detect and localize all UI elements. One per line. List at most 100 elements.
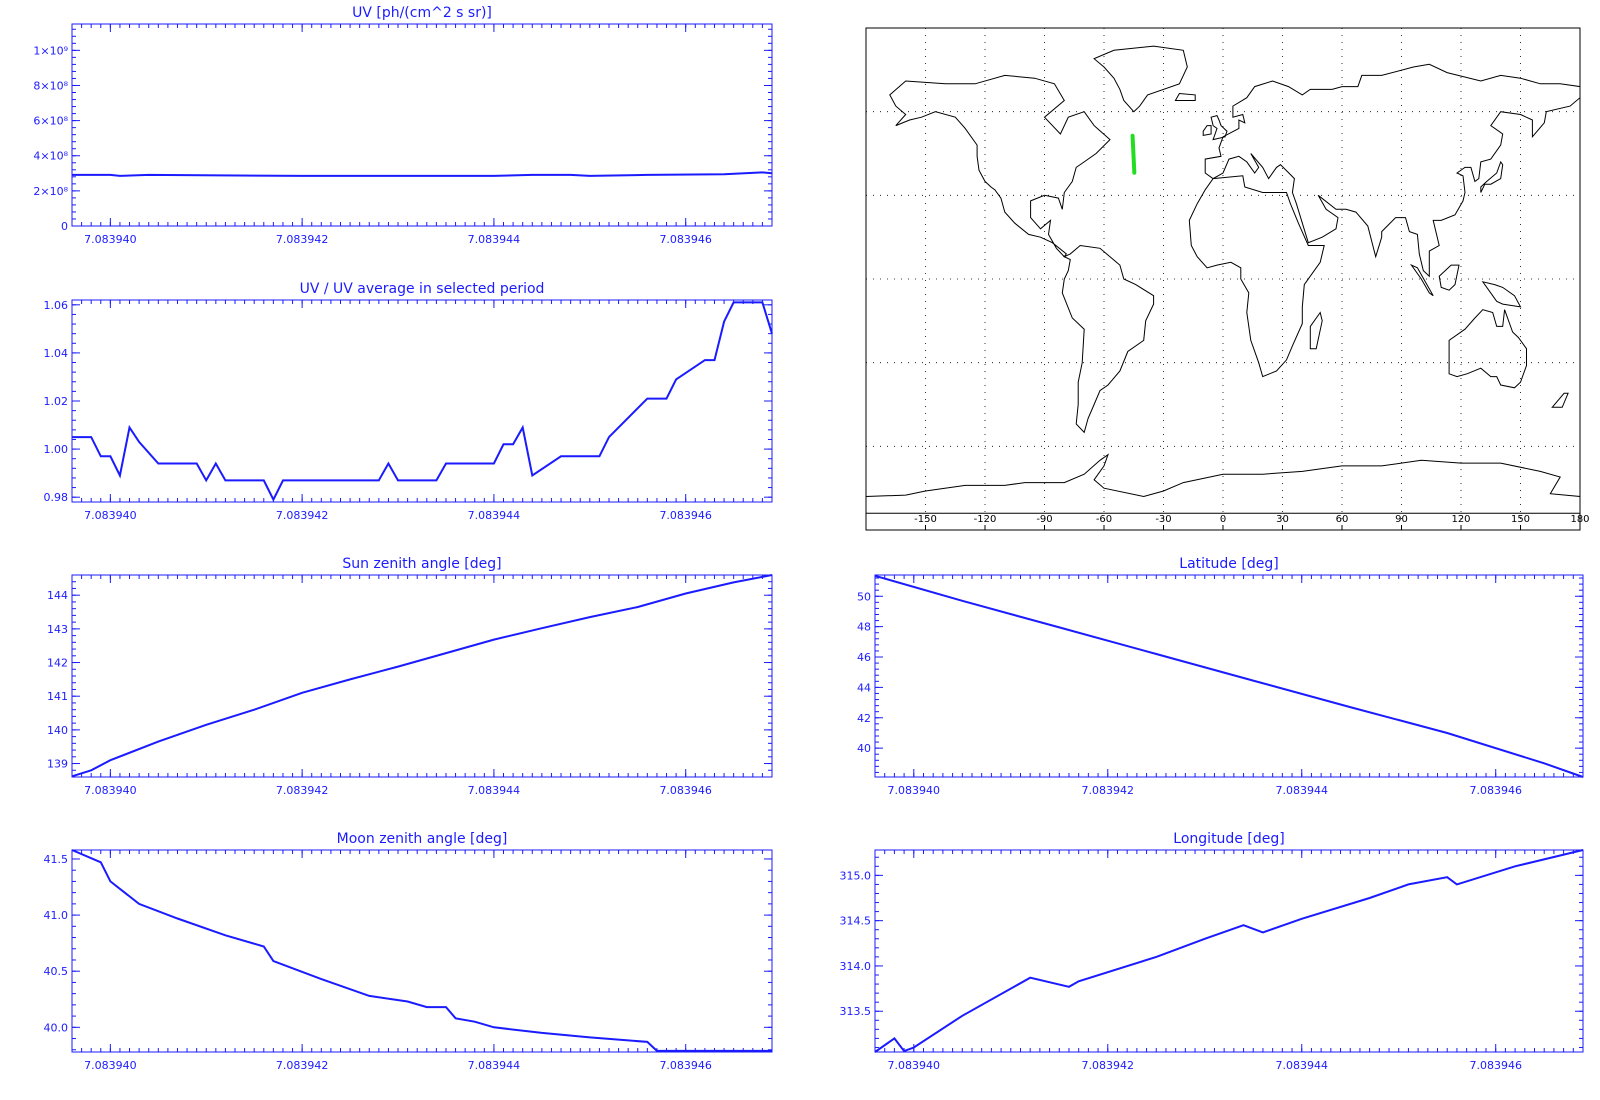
panel-sza: Sun zenith angle [deg] 7.083940 7.083942 7.… [47, 556, 773, 797]
chart-title: Longitude [deg] [1173, 831, 1284, 847]
coastline-greenland [1093, 45, 1188, 113]
y-tick-label: 46 [857, 651, 871, 664]
map-lon-label: 150 [1511, 514, 1530, 525]
coastline-ireland [1202, 125, 1212, 136]
y-tick-label: 41.5 [44, 853, 69, 866]
x-tick-label: 7.083946 [659, 233, 712, 246]
series-line [71, 849, 772, 1052]
series-line [72, 171, 773, 177]
y-tick-label: 6×10⁸ [33, 115, 68, 128]
chart-title: UV / UV average in selected period [300, 281, 545, 297]
coastline-australia [1448, 309, 1527, 389]
plot-frame [71, 849, 773, 1053]
x-tick-label: 7.083944 [468, 233, 521, 246]
x-tick-label: 7.083942 [1082, 784, 1135, 797]
map-lon-label: -60 [1096, 514, 1112, 525]
series-line [874, 849, 1584, 1053]
map-lon-label: -120 [974, 514, 997, 525]
x-tick-label: 7.083946 [659, 1059, 712, 1072]
plot-frame [874, 849, 1584, 1053]
coastline-antarctica [865, 453, 1581, 514]
x-tick-label: 7.083940 [84, 233, 137, 246]
panel-uv: UV [ph/(cm^2 s sr)] 7.083940 7.083942 7.083… [33, 5, 773, 246]
coastline-indonesia [1409, 263, 1434, 297]
map-lon-label: -90 [1036, 514, 1052, 525]
y-tick-label: 1.04 [44, 347, 69, 360]
y-tick-label: 315.0 [840, 869, 872, 882]
series-line [874, 574, 1584, 778]
x-tick-label: 7.083946 [1469, 1059, 1522, 1072]
plot-frame [71, 574, 773, 778]
map-lon-label: 180 [1570, 514, 1589, 525]
x-tick-label: 7.083940 [888, 1059, 941, 1072]
y-tick-label: 141 [47, 690, 68, 703]
coastline-eurasia [1204, 63, 1581, 278]
map-lon-label: 120 [1451, 514, 1470, 525]
y-tick-label: 144 [47, 589, 68, 602]
map-lon-label: 30 [1276, 514, 1289, 525]
chart-title: Sun zenith angle [deg] [342, 556, 501, 572]
y-tick-label: 142 [47, 657, 68, 670]
x-tick-label: 7.083940 [84, 1059, 137, 1072]
coastline-north-america [889, 74, 1111, 258]
y-tick-label: 313.5 [840, 1005, 872, 1018]
series-line [71, 574, 773, 778]
y-tick-label: 1.00 [44, 443, 69, 456]
coastline-iceland [1174, 92, 1196, 101]
x-tick-label: 7.083940 [888, 784, 941, 797]
x-tick-label: 7.083944 [468, 509, 521, 522]
y-tick-label: 41.0 [44, 909, 69, 922]
y-tick-label: 314.5 [840, 915, 872, 928]
y-tick-label: 50 [857, 590, 871, 603]
coastline-japan [1480, 160, 1504, 193]
x-tick-label: 7.083944 [468, 784, 521, 797]
plot-frame [71, 23, 773, 227]
y-tick-label: 4×10⁸ [33, 150, 68, 163]
panel-mza: Moon zenith angle [deg] 7.083940 7.083942 7… [44, 831, 773, 1072]
plot-frame [71, 299, 773, 503]
y-tick-label: 314.0 [840, 960, 872, 973]
x-tick-label: 7.083946 [659, 784, 712, 797]
x-tick-label: 7.083942 [276, 233, 329, 246]
coastline-africa [1188, 175, 1325, 378]
x-tick-label: 7.083940 [84, 509, 137, 522]
x-tick-label: 7.083942 [276, 509, 329, 522]
coastline-great-britain [1210, 115, 1228, 141]
y-tick-label: 48 [857, 621, 871, 634]
y-tick-label: 40 [857, 742, 871, 755]
y-tick-label: 40.0 [44, 1021, 69, 1034]
panel-lat: Latitude [deg] 7.083940 7.083942 7.083944 7.… [857, 556, 1584, 797]
series-line [72, 301, 773, 502]
panel-lon: Longitude [deg] 7.083940 7.083942 7.083944 7… [840, 831, 1584, 1072]
x-tick-label: 7.083942 [276, 784, 329, 797]
map-lon-label: 90 [1395, 514, 1408, 525]
y-tick-label: 8×10⁸ [33, 79, 68, 92]
map-lon-label: -30 [1155, 514, 1171, 525]
chart-title: Latitude [deg] [1179, 556, 1278, 572]
coastline-borneo [1438, 264, 1460, 291]
map-lon-label: -150 [914, 514, 937, 525]
x-tick-label: 7.083944 [1275, 784, 1328, 797]
y-tick-label: 2×10⁸ [33, 185, 68, 198]
coastline-new-guinea [1481, 281, 1522, 308]
ground-track [1130, 133, 1137, 175]
y-tick-label: 44 [857, 681, 871, 694]
y-tick-label: 0 [61, 220, 68, 233]
x-tick-label: 7.083944 [468, 1059, 521, 1072]
y-tick-label: 1.02 [44, 395, 69, 408]
panel-uvratio: UV / UV average in selected period 7.0839… [44, 281, 773, 522]
x-tick-label: 7.083944 [1275, 1059, 1328, 1072]
map-lon-label: 60 [1336, 514, 1349, 525]
x-tick-label: 7.083946 [1469, 784, 1522, 797]
y-tick-label: 1×10⁹ [33, 44, 68, 57]
coastline-madagascar [1309, 311, 1323, 350]
y-tick-label: 140 [47, 724, 68, 737]
y-tick-label: 143 [47, 623, 68, 636]
y-tick-label: 42 [857, 712, 871, 725]
chart-title: Moon zenith angle [deg] [337, 831, 508, 847]
x-tick-label: 7.083942 [1082, 1059, 1135, 1072]
y-tick-label: 0.98 [44, 491, 69, 504]
y-tick-label: 1.06 [44, 299, 69, 312]
x-tick-label: 7.083940 [84, 784, 137, 797]
